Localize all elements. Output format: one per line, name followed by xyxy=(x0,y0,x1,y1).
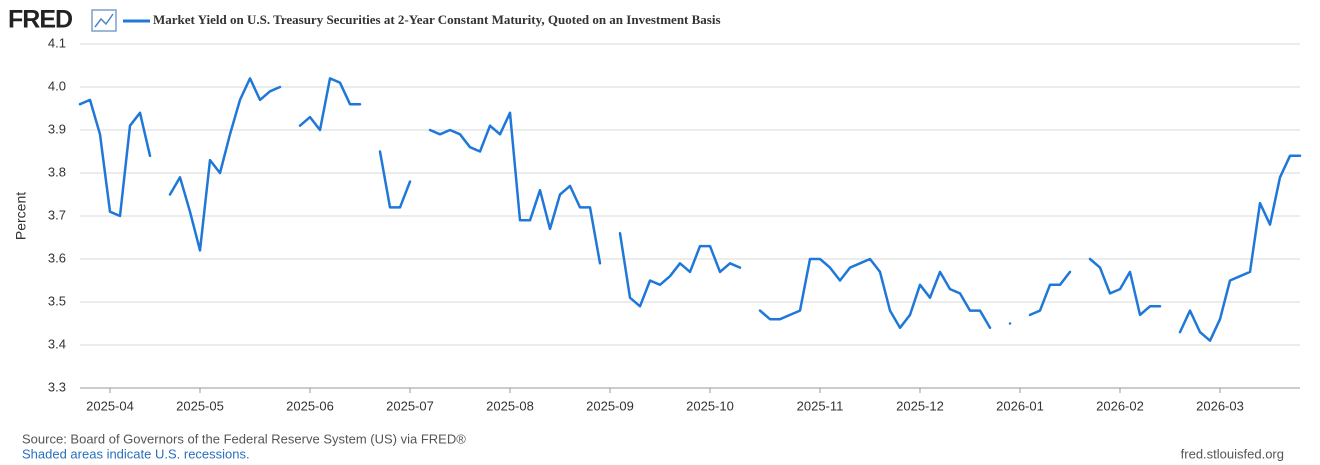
x-tick-label: 2026-03 xyxy=(1196,398,1244,413)
x-tick-label: 2025-06 xyxy=(286,398,334,413)
y-tick-label: 4.1 xyxy=(48,35,66,50)
y-tick-label: 3.6 xyxy=(48,250,66,265)
x-tick-label: 2025-04 xyxy=(86,398,134,413)
data-line xyxy=(78,77,1302,342)
x-tick-label: 2026-01 xyxy=(996,398,1044,413)
x-tick-label: 2025-09 xyxy=(586,398,634,413)
y-tick-label: 3.4 xyxy=(48,336,66,351)
y-tick-label: 4.0 xyxy=(48,78,66,93)
x-tick-label: 2025-05 xyxy=(176,398,224,413)
x-tick-label: 2026-02 xyxy=(1096,398,1144,413)
y-tick-label: 3.3 xyxy=(48,379,66,394)
brand-logo[interactable]: FRED xyxy=(8,6,73,34)
logo-icon xyxy=(91,9,117,32)
x-tick-label: 2025-12 xyxy=(896,398,944,413)
x-tick-label: 2025-11 xyxy=(797,398,844,413)
y-tick-label: 3.7 xyxy=(48,207,66,222)
recession-note[interactable]: Shaded areas indicate U.S. recessions. xyxy=(22,446,250,461)
x-tick-label: 2025-10 xyxy=(686,398,734,413)
y-axis-title: Percent xyxy=(13,192,29,240)
source-note: Source: Board of Governors of the Federa… xyxy=(22,431,466,446)
x-tick-label: 2025-07 xyxy=(386,398,434,413)
x-tick-label: 2025-08 xyxy=(486,398,534,413)
y-tick-label: 3.8 xyxy=(48,164,66,179)
legend-label: Market Yield on U.S. Treasury Securities… xyxy=(153,12,721,27)
site-link[interactable]: fred.stlouisfed.org xyxy=(1181,446,1284,461)
y-tick-label: 3.5 xyxy=(48,293,66,308)
y-tick-label: 3.9 xyxy=(48,121,66,136)
